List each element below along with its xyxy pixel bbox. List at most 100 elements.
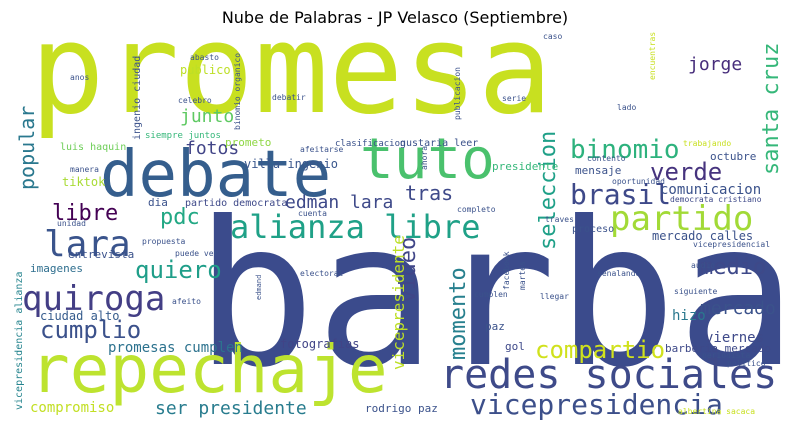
- word-albertina-sacaca: albertina sacaca: [678, 407, 755, 416]
- word-completo: completo: [457, 205, 496, 214]
- word-repechaje: repechaje: [30, 331, 388, 408]
- word-celebro: celebro: [178, 96, 212, 105]
- word-facebook: facebook: [502, 251, 511, 290]
- word-entrevista: entrevista: [68, 248, 134, 261]
- word-anos: anos: [70, 73, 89, 82]
- word-cumplen: cumplen: [474, 290, 508, 299]
- word-ahora: ahora: [420, 146, 429, 170]
- word-promesas-cumplen: promesas cumplen: [108, 340, 243, 356]
- word-afeitarse: afeitarse: [300, 145, 344, 154]
- word-periodista: periodista: [702, 351, 750, 360]
- word-compartio: compartio: [535, 336, 665, 364]
- word-ingenio-ciudad: ingenio ciudad: [132, 56, 143, 140]
- word-vicepresidencia: vicepresidencia: [470, 388, 723, 421]
- word-edman-lara: edman lara: [285, 192, 393, 213]
- word-paz: paz: [485, 320, 505, 333]
- word-quiroga: quiroga: [22, 279, 165, 319]
- word-politico: politico: [727, 359, 766, 368]
- word-contento: contento: [587, 154, 626, 163]
- word-prometo: prometo: [225, 136, 271, 149]
- word-mercado: mercado: [700, 298, 776, 319]
- word-vicepresidencial: vicepresidencial: [693, 240, 770, 249]
- word-llegar: llegar: [540, 292, 569, 301]
- word-libre: libre: [52, 201, 118, 226]
- word-gol: gol: [505, 340, 525, 353]
- word-abasto: abasto: [190, 53, 219, 62]
- word-cumplio: cumplio: [40, 316, 141, 344]
- word-tiktok: tiktok: [62, 175, 106, 189]
- word-popular: popular: [15, 106, 39, 190]
- word-puede-ver: puede ver: [175, 249, 219, 258]
- word-proceso: proceso: [572, 224, 614, 235]
- word-fotos: fotos: [185, 138, 239, 159]
- word-binomio-organico: binomio organico: [233, 53, 242, 130]
- word-ciudad-alto: ciudad alto: [40, 309, 119, 323]
- word-jorge: jorge: [688, 54, 742, 75]
- word-pdc: pdc: [160, 205, 200, 230]
- word-dia: dia: [148, 196, 168, 209]
- word-vicepresidencia-alianza: vicepresidencia alianza: [14, 272, 25, 410]
- word-momento: momento: [446, 267, 471, 360]
- word-hizo: hizo: [672, 308, 706, 324]
- word-barberia-mercado: barberia mercado: [665, 342, 771, 355]
- word-rodrigo-paz: rodrigo paz: [365, 402, 438, 415]
- word-oportunidad: oportunidad: [612, 177, 665, 186]
- word-mercado-calles: mercado calles: [652, 229, 753, 243]
- word-fotografias: fotografias: [280, 337, 359, 351]
- word-electoral: electoral: [300, 269, 344, 278]
- word-siguiente: siguiente: [674, 287, 718, 296]
- word-lara: lara: [44, 224, 131, 265]
- word-alianza-libre: alianza libre: [230, 208, 480, 246]
- word-barba: barba: [195, 179, 790, 412]
- word-vicepresidente: vicepresidente: [389, 235, 408, 370]
- word-serie: serie: [502, 94, 526, 103]
- word-publicacion: publicacion: [453, 67, 462, 120]
- word-unidad: unidad: [57, 219, 86, 228]
- word-afeito: afeito: [172, 297, 201, 306]
- word-encuentras: encuentras: [648, 32, 657, 80]
- word-junto: junto: [180, 106, 234, 127]
- word-lado: lado: [617, 103, 636, 112]
- word-medio: medio: [700, 255, 766, 280]
- word-villa-ingenio: villa ingenio: [244, 157, 338, 171]
- word-presidente: presidente: [492, 160, 558, 173]
- word-verde: verde: [650, 158, 722, 186]
- word-seleccion: seleccion: [536, 131, 561, 250]
- chart-title: Nube de Palabras - JP Velasco (Septiembr…: [221, 8, 569, 27]
- word-santa-cruz: santa cruz: [759, 43, 784, 175]
- word-comunicacion: comunicacion: [660, 182, 761, 198]
- word-compromiso: compromiso: [30, 400, 114, 416]
- word-publico: publico: [180, 63, 231, 77]
- word-redes-sociales: redes sociales: [440, 352, 777, 398]
- word-quiero: quiero: [135, 256, 222, 284]
- word-debatir: debatir: [272, 93, 306, 102]
- word-traves: traves: [545, 215, 574, 224]
- word-binomio: binomio: [570, 135, 680, 165]
- word-caso: caso: [543, 32, 562, 41]
- word-imagenes: imagenes: [30, 262, 83, 275]
- word-video: video: [396, 237, 421, 303]
- word-tras: tras: [405, 181, 453, 205]
- word-ser-presidente: ser presidente: [155, 398, 307, 419]
- word-brasil: brasil: [570, 178, 671, 211]
- word-trabajando: trabajando: [683, 139, 731, 148]
- word-mensaje: mensaje: [575, 164, 621, 177]
- word-martes: martes: [518, 261, 527, 290]
- word-senalando: senalando: [597, 269, 641, 278]
- word-tuto: tuto: [360, 127, 495, 192]
- word-siempre-juntos: siempre juntos: [145, 131, 221, 141]
- word-partido: partido: [610, 199, 753, 239]
- word-luis-haquin: luis haquin: [60, 142, 126, 153]
- word-viernes: viernes: [705, 330, 764, 346]
- word-manera: manera: [70, 165, 99, 174]
- word-debate: debate: [100, 138, 331, 212]
- word-clasificacion: clasificacion: [335, 139, 405, 149]
- word-partido-democrata: partido democrata: [185, 198, 287, 209]
- word-propuesta: propuesta: [142, 237, 186, 246]
- word-cuenta: cuenta: [298, 209, 327, 218]
- word-gustaria-leer: gustaria leer: [400, 138, 478, 149]
- word-promesa: promesa: [30, 0, 553, 142]
- word-democrata-cristiano: democrata cristiano: [670, 195, 762, 204]
- word-octubre: octubre: [710, 150, 756, 163]
